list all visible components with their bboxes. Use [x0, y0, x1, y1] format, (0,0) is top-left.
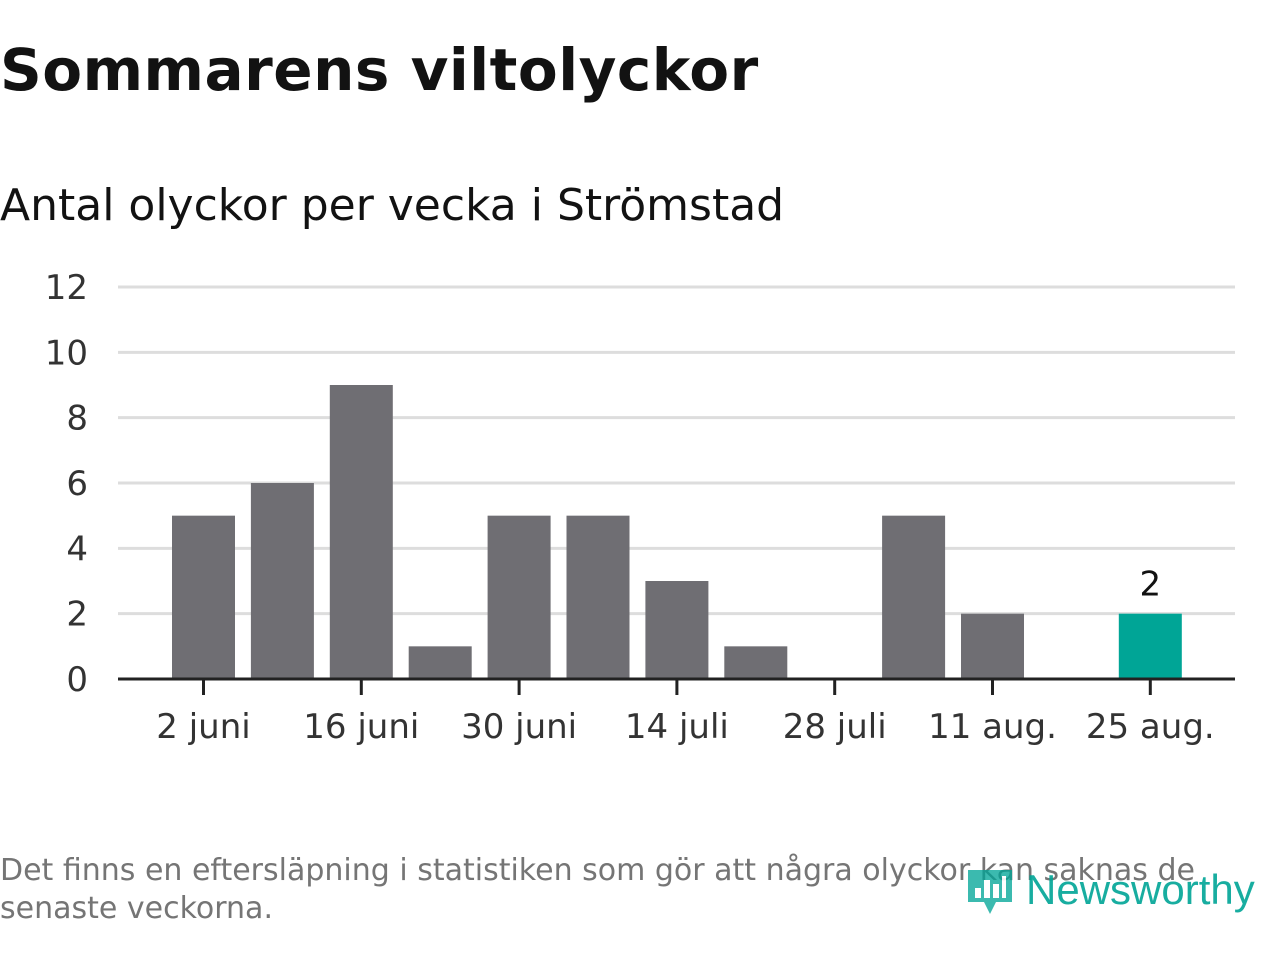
x-tick-label-2: 16 juni [303, 707, 419, 747]
bar-7 [645, 581, 709, 679]
bar-10 [882, 515, 946, 679]
y-tick-label-8: 8 [66, 399, 88, 439]
bars [172, 385, 1182, 679]
x-tick-label-6: 11 aug. [928, 707, 1057, 747]
bar-6 [566, 515, 630, 679]
bar-8 [724, 646, 788, 679]
bar-chart: 0 2 4 6 8 10 12 2 2 juni 16 juni 30 juni 14 juli 28 … [45, 268, 1235, 747]
bar-3 [329, 385, 393, 679]
bar-data-label: 2 [1139, 565, 1161, 605]
x-tick-label-5: 28 juli [783, 707, 887, 747]
y-tick-label-4: 4 [66, 529, 88, 569]
bar-4 [408, 646, 472, 679]
x-tick-label-1: 2 juni [156, 707, 250, 747]
bar-13 [1118, 613, 1182, 679]
axes: 0 2 4 6 8 10 12 2 2 juni 16 juni 30 juni 14 juli 28 … [45, 268, 1235, 747]
x-tick-label-7: 25 aug. [1086, 707, 1215, 747]
y-tick-label-12: 12 [45, 268, 88, 308]
y-tick-label-6: 6 [66, 464, 88, 504]
bar-1 [172, 515, 235, 679]
bar-11 [961, 613, 1024, 679]
bar-5 [487, 515, 551, 679]
newsworthy-logo-text: Newsworthy [1026, 866, 1255, 913]
y-tick-label-10: 10 [45, 333, 88, 373]
newsworthy-logo-icon [968, 870, 1012, 914]
x-tick-label-3: 30 juni [461, 707, 577, 747]
chart-subtitle: Antal olyckor per vecka i Strömstad [0, 180, 785, 231]
bar-2 [250, 483, 314, 679]
y-tick-label-2: 2 [66, 595, 88, 635]
chart-title: Sommarens viltolyckor [0, 36, 759, 104]
newsworthy-logo: Newsworthy [962, 862, 1255, 918]
y-tick-label-0: 0 [66, 660, 88, 700]
x-tick-label-4: 14 juli [625, 707, 729, 747]
